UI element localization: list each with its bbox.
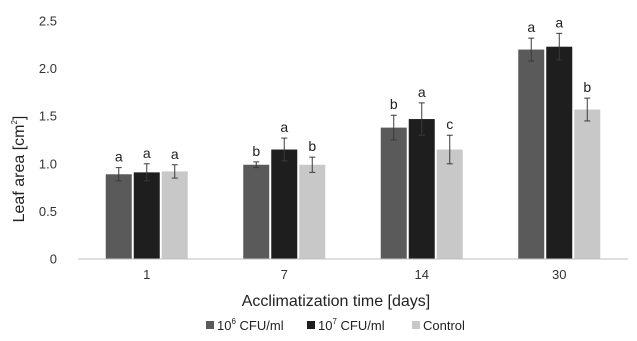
y-axis-ticks: 0 0.5 1.0 1.5 2.0 2.5 bbox=[39, 14, 57, 267]
significance-letter: a bbox=[115, 149, 123, 165]
y-axis-title-tail: ] bbox=[11, 116, 28, 120]
significance-letter: b bbox=[252, 143, 260, 159]
bar bbox=[574, 109, 601, 259]
legend-swatch bbox=[412, 321, 420, 329]
significance-letter: a bbox=[143, 145, 151, 161]
significance-letter: b bbox=[308, 138, 316, 154]
bar bbox=[408, 119, 435, 259]
x-tick-label: 1 bbox=[143, 267, 150, 282]
y-axis-title-superscript: 2 bbox=[10, 120, 19, 125]
y-axis-title-main: Leaf area [cm bbox=[11, 125, 28, 223]
bar bbox=[161, 171, 188, 259]
bar bbox=[436, 149, 463, 259]
x-axis-ticks: 1 7 14 30 bbox=[143, 267, 566, 282]
significance-letter: a bbox=[527, 19, 535, 35]
bar bbox=[518, 49, 545, 260]
significance-letter: a bbox=[171, 146, 179, 162]
legend-label-text: 10 bbox=[217, 318, 231, 333]
bar-marks bbox=[105, 46, 601, 260]
legend-label-text: Control bbox=[423, 318, 465, 333]
legend-label-text: 10 bbox=[318, 318, 332, 333]
bar bbox=[243, 164, 270, 259]
x-tick-label: 14 bbox=[415, 267, 429, 282]
legend: 106 CFU/ml 107 CFU/ml Control bbox=[206, 317, 465, 333]
legend-swatch bbox=[206, 321, 214, 329]
legend-label-superscript: 7 bbox=[332, 317, 337, 326]
significance-letters: a a a b a b b a c a a b bbox=[115, 14, 592, 164]
bar bbox=[271, 149, 298, 259]
y-tick-label: 2.0 bbox=[39, 61, 57, 76]
bar bbox=[299, 164, 326, 259]
y-tick-label: 0 bbox=[50, 252, 57, 267]
legend-label-unit: CFU/ml bbox=[236, 318, 284, 333]
y-tick-label: 2.5 bbox=[39, 14, 57, 29]
x-tick-label: 7 bbox=[281, 267, 288, 282]
legend-label-unit: CFU/ml bbox=[337, 318, 385, 333]
legend-label: 106 CFU/ml bbox=[217, 317, 284, 333]
bar bbox=[380, 127, 407, 260]
bar bbox=[133, 172, 160, 259]
significance-letter: a bbox=[418, 84, 426, 100]
legend-swatch bbox=[307, 321, 315, 329]
legend-label-superscript: 6 bbox=[231, 317, 236, 326]
significance-letter: a bbox=[280, 119, 288, 135]
bar bbox=[546, 46, 573, 260]
y-tick-label: 1.5 bbox=[39, 109, 57, 124]
legend-label: Control bbox=[423, 318, 465, 333]
significance-letter: b bbox=[583, 79, 591, 95]
x-axis-title: Acclimatization time [days] bbox=[242, 293, 431, 310]
significance-letter: b bbox=[390, 96, 398, 112]
y-tick-label: 1.0 bbox=[39, 156, 57, 171]
y-tick-label: 0.5 bbox=[39, 204, 57, 219]
y-axis-title: Leaf area [cm2] bbox=[10, 116, 28, 223]
bar bbox=[105, 174, 132, 259]
legend-label: 107 CFU/ml bbox=[318, 317, 385, 333]
x-tick-label: 30 bbox=[552, 267, 566, 282]
significance-letter: c bbox=[446, 116, 453, 132]
significance-letter: a bbox=[555, 14, 563, 30]
error-bars bbox=[115, 32, 591, 182]
